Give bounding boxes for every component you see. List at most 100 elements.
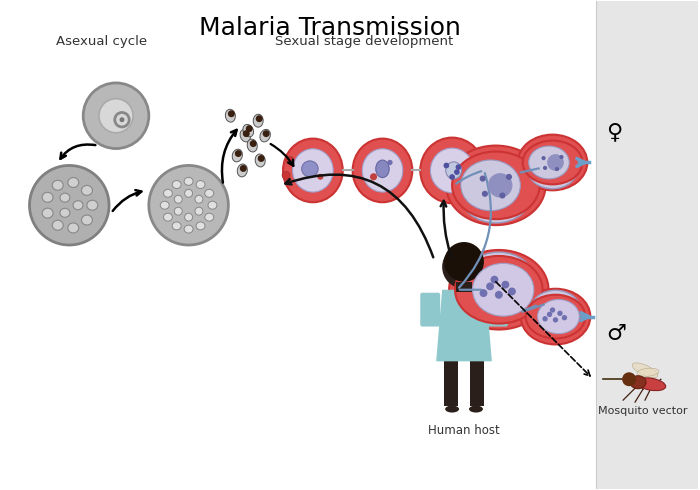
- Circle shape: [486, 282, 494, 290]
- FancyBboxPatch shape: [488, 293, 508, 326]
- Ellipse shape: [523, 141, 582, 184]
- Text: Sexual stage development: Sexual stage development: [276, 35, 454, 48]
- Ellipse shape: [446, 162, 461, 179]
- Ellipse shape: [60, 208, 70, 217]
- Circle shape: [488, 173, 512, 197]
- FancyBboxPatch shape: [420, 293, 440, 326]
- Ellipse shape: [455, 256, 542, 323]
- Circle shape: [317, 174, 323, 180]
- Circle shape: [557, 311, 563, 316]
- Ellipse shape: [195, 207, 203, 215]
- Ellipse shape: [81, 185, 92, 196]
- Circle shape: [29, 166, 109, 245]
- Circle shape: [286, 156, 294, 165]
- Ellipse shape: [526, 294, 585, 339]
- Circle shape: [547, 154, 564, 171]
- Ellipse shape: [452, 151, 540, 219]
- Ellipse shape: [353, 139, 412, 202]
- Ellipse shape: [260, 129, 270, 142]
- Ellipse shape: [283, 139, 343, 202]
- Circle shape: [542, 316, 547, 321]
- Circle shape: [449, 174, 455, 180]
- Circle shape: [555, 167, 559, 171]
- Ellipse shape: [449, 250, 549, 329]
- Text: Mosquito vector: Mosquito vector: [598, 406, 688, 416]
- Bar: [444, 361, 458, 406]
- Ellipse shape: [632, 363, 658, 378]
- Ellipse shape: [52, 180, 63, 190]
- Ellipse shape: [52, 220, 63, 230]
- Ellipse shape: [461, 160, 520, 211]
- Ellipse shape: [172, 181, 181, 189]
- FancyArrowPatch shape: [456, 171, 481, 184]
- Ellipse shape: [460, 166, 531, 223]
- Ellipse shape: [172, 222, 181, 230]
- Circle shape: [559, 155, 564, 159]
- Text: Human host: Human host: [428, 424, 500, 437]
- Bar: [456, 282, 472, 292]
- Ellipse shape: [247, 139, 258, 152]
- Circle shape: [562, 315, 567, 320]
- Ellipse shape: [164, 189, 172, 197]
- Circle shape: [240, 165, 247, 172]
- Ellipse shape: [160, 201, 169, 209]
- Ellipse shape: [293, 149, 333, 192]
- Ellipse shape: [225, 109, 235, 122]
- Ellipse shape: [630, 376, 646, 389]
- Circle shape: [495, 291, 503, 299]
- Ellipse shape: [42, 208, 53, 218]
- Circle shape: [444, 242, 484, 282]
- Text: Malaria Transmission: Malaria Transmission: [199, 16, 461, 40]
- FancyArrowPatch shape: [459, 173, 491, 288]
- Ellipse shape: [232, 149, 242, 162]
- Ellipse shape: [521, 289, 590, 344]
- Ellipse shape: [469, 406, 483, 413]
- Ellipse shape: [538, 299, 580, 334]
- Ellipse shape: [205, 189, 214, 197]
- Circle shape: [501, 281, 510, 289]
- Ellipse shape: [237, 164, 247, 177]
- Ellipse shape: [256, 154, 265, 167]
- Circle shape: [256, 115, 262, 122]
- Polygon shape: [436, 290, 492, 361]
- Ellipse shape: [196, 222, 205, 230]
- Circle shape: [480, 289, 487, 297]
- Ellipse shape: [518, 135, 587, 190]
- Ellipse shape: [73, 201, 83, 210]
- Ellipse shape: [528, 148, 577, 189]
- Circle shape: [83, 83, 149, 148]
- Circle shape: [99, 98, 133, 133]
- Circle shape: [258, 155, 265, 162]
- Circle shape: [454, 169, 460, 175]
- Circle shape: [499, 193, 505, 198]
- Ellipse shape: [473, 264, 534, 316]
- FancyArrowPatch shape: [524, 306, 536, 311]
- Ellipse shape: [446, 146, 545, 225]
- Circle shape: [480, 175, 486, 182]
- Circle shape: [506, 174, 512, 180]
- Circle shape: [542, 156, 546, 160]
- Text: ♀: ♀: [606, 122, 622, 143]
- Ellipse shape: [185, 189, 193, 197]
- Circle shape: [491, 276, 498, 284]
- Ellipse shape: [253, 114, 263, 127]
- Circle shape: [370, 173, 377, 180]
- Ellipse shape: [445, 406, 459, 413]
- Ellipse shape: [60, 193, 70, 202]
- Ellipse shape: [184, 177, 193, 185]
- Circle shape: [543, 166, 547, 170]
- Ellipse shape: [174, 207, 182, 215]
- Ellipse shape: [531, 290, 580, 330]
- Ellipse shape: [376, 160, 389, 177]
- Ellipse shape: [636, 378, 666, 391]
- Ellipse shape: [68, 223, 78, 233]
- Ellipse shape: [240, 129, 251, 142]
- Circle shape: [547, 312, 552, 317]
- Ellipse shape: [302, 161, 318, 177]
- Circle shape: [444, 163, 449, 169]
- Circle shape: [508, 288, 516, 295]
- Circle shape: [550, 307, 555, 313]
- Circle shape: [234, 150, 241, 157]
- Bar: [470, 361, 484, 406]
- Ellipse shape: [637, 368, 659, 376]
